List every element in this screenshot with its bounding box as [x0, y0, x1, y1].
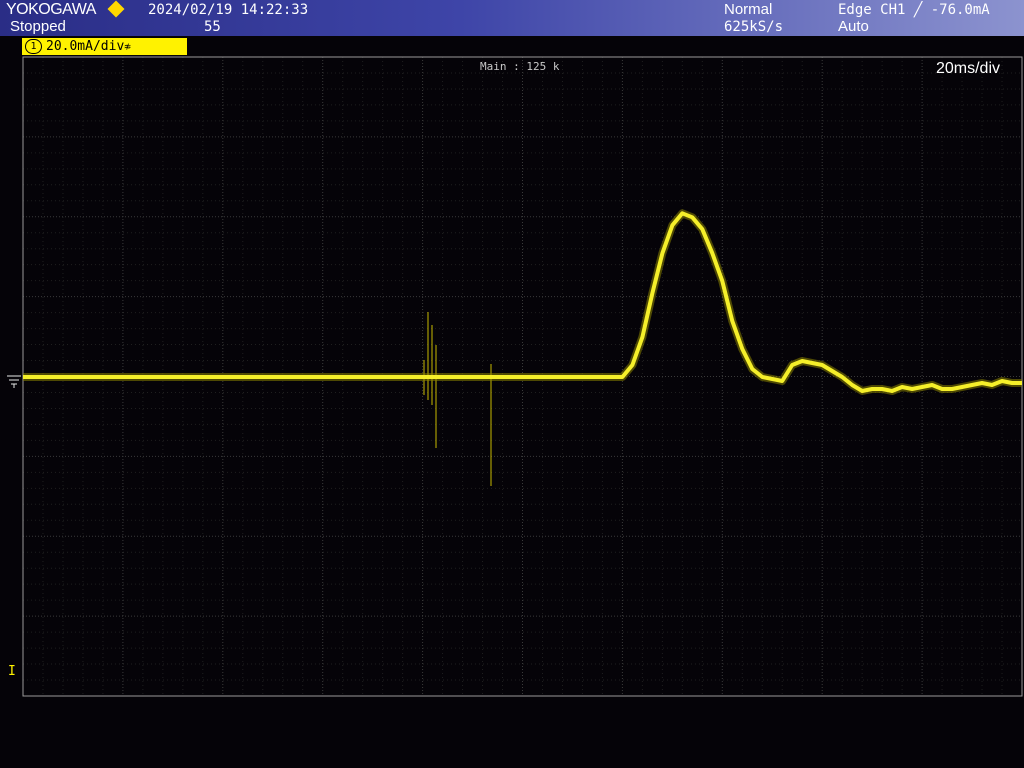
trigger-mode: Auto: [838, 18, 869, 35]
trigger-info: Edge CH1 ╱ -76.0mA: [838, 2, 990, 18]
coupling-icon: ≉: [124, 40, 131, 53]
sample-rate: 625kS/s: [724, 19, 784, 35]
acquisition-mode: Normal: [724, 1, 773, 18]
channel-scale: 20.0mA/div: [46, 39, 125, 54]
graticule: [22, 56, 1023, 697]
status-bar: YOKOGAWA Stopped 2024/02/19 14:22:33 55 …: [0, 0, 1024, 36]
channel-number-badge: 1: [25, 39, 42, 54]
zoom-label: Main : 125 k: [480, 60, 560, 73]
ch1-trace: [23, 211, 1022, 393]
channel-1-tag[interactable]: 1 20.0mA/div≉: [22, 38, 187, 55]
record-length: 55: [204, 19, 221, 35]
trigger-position-marker: I: [8, 664, 16, 679]
run-state: Stopped: [10, 18, 66, 35]
ch1-trace-glow: [23, 209, 1022, 395]
noise-spikes: [423, 312, 492, 486]
datetime: 2024/02/19 14:22:33: [148, 2, 309, 18]
ground-level-icon: [7, 375, 21, 388]
timebase-label: 20ms/div: [935, 60, 1000, 77]
brand-logo: YOKOGAWA: [6, 1, 96, 18]
